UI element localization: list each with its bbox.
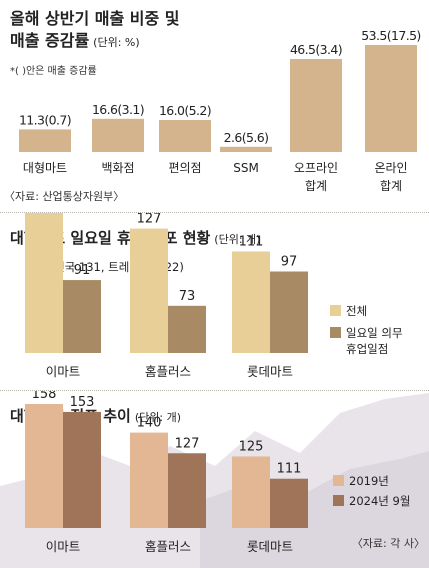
store-trend-panel: 대형마트 점포 추이(단위: 개) 〈자료: 각 사〉 158153이마트140…	[0, 391, 429, 568]
sales-share-panel: 올해 상반기 매출 비중 및 매출 증감률 (단위: %) *( )안은 매출 증…	[0, 0, 429, 212]
sales-share-chart: 올해 상반기 매출 비중 및 매출 증감률 (단위: %) *( )안은 매출 증…	[4, 9, 421, 203]
legend-label: 일요일 의무	[346, 326, 403, 340]
x-tick-label: 편의점	[168, 161, 201, 175]
bar-value-label: 158	[32, 391, 57, 402]
bar-value-label: 111	[277, 462, 302, 477]
x-tick-label: SSM	[233, 161, 259, 175]
unit-label: (단위: 개)	[214, 233, 260, 246]
bar-value-label: 91	[74, 263, 91, 278]
bar-value-label: 97	[281, 254, 298, 269]
legend-label: 2024년 9월	[349, 494, 410, 508]
bar	[25, 403, 63, 528]
legend-swatch	[330, 305, 341, 316]
mountain-background	[200, 451, 429, 568]
x-tick-label: 홈플러스	[145, 539, 191, 554]
legend-swatch	[333, 495, 344, 506]
bar-value-label: 11.3(0.7)	[19, 112, 71, 127]
sunday-closure-chart: 대형마트 일요일 휴업 점포 현황 (단위: 개) 153 (전국 131, 트레…	[10, 213, 403, 379]
bar	[220, 146, 272, 152]
x-tick-label: 이마트	[46, 539, 81, 554]
source-label: 〈자료: 산업통상자원부〉	[4, 190, 124, 203]
bar	[168, 305, 206, 353]
bar	[232, 251, 270, 353]
growth-note: *( )안은 매출 증감률	[10, 65, 97, 77]
bar-value-label: 73	[179, 289, 196, 304]
bar	[365, 45, 417, 152]
bar-value-label: 127	[137, 213, 162, 227]
bar-value-label: 127	[175, 436, 200, 451]
chart-title: 올해 상반기 매출 비중 및	[10, 9, 179, 28]
x-tick-label: 롯데마트	[247, 364, 293, 379]
unit-label: (단위: %)	[93, 36, 139, 49]
legend-swatch	[333, 475, 344, 486]
bar	[63, 411, 101, 528]
x-tick-label: 온라인	[374, 161, 407, 175]
bar-value-label: 125	[239, 439, 264, 454]
bar	[130, 432, 168, 528]
bar-value-label: 2.6(5.6)	[224, 130, 269, 145]
x-tick-label: 이마트	[46, 364, 81, 379]
x-tick-label: 대형마트	[23, 161, 67, 175]
legend-label: 휴업일점	[346, 342, 388, 356]
source-label: 〈자료: 각 사〉	[352, 537, 425, 550]
bar	[159, 120, 211, 152]
x-tick-label: 합계	[380, 179, 402, 193]
bar	[63, 280, 101, 353]
bar-value-label: 111	[239, 234, 264, 249]
divider	[0, 212, 429, 213]
legend-label: 전체	[346, 304, 367, 318]
bar-value-label: 16.6(3.1)	[92, 102, 144, 117]
bar	[168, 453, 206, 528]
bar	[19, 129, 71, 152]
divider	[0, 390, 429, 391]
bar-value-label: 153	[70, 395, 95, 410]
x-tick-label: 합계	[305, 179, 327, 193]
store-trend-chart: 대형마트 점포 추이(단위: 개) 〈자료: 각 사〉 158153이마트140…	[0, 391, 429, 568]
x-tick-label: 백화점	[101, 161, 134, 175]
bar-value-label: 53.5(17.5)	[361, 28, 420, 43]
bar	[232, 456, 270, 528]
x-tick-label: 홈플러스	[145, 364, 191, 379]
bar	[92, 118, 144, 152]
unit-label: (단위: 개)	[135, 411, 181, 424]
bar	[270, 478, 308, 528]
bar	[25, 213, 63, 353]
bar-value-label: 16.0(5.2)	[159, 103, 211, 118]
bar-value-label: 140	[137, 416, 162, 431]
bar	[130, 228, 168, 353]
legend-label: 2019년	[349, 474, 389, 488]
sunday-closure-panel: 대형마트 일요일 휴업 점포 현황 (단위: 개) 153 (전국 131, 트레…	[0, 213, 429, 390]
x-tick-label: 롯데마트	[247, 539, 293, 554]
bar	[270, 271, 308, 353]
bar	[290, 59, 342, 152]
legend-swatch	[330, 327, 341, 338]
chart-title-line2: 매출 증감률 (단위: %)	[10, 31, 140, 50]
bar-value-label: 46.5(3.4)	[290, 42, 342, 57]
x-tick-label: 오프라인	[294, 161, 338, 175]
